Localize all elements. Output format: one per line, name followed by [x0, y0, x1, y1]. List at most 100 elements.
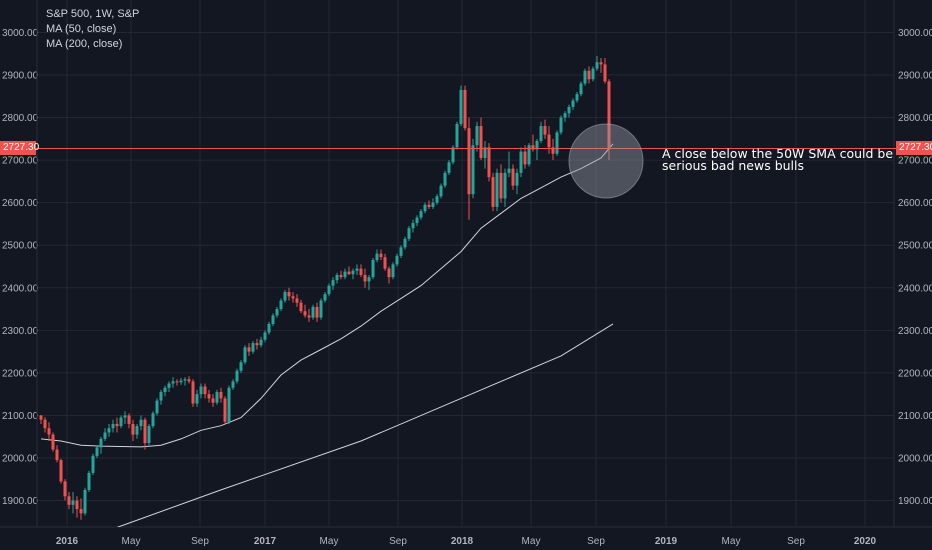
y-tick-label-left: 2600.00	[2, 198, 39, 209]
ma200-line	[116, 323, 614, 527]
y-tick-label-left: 3000.00	[2, 28, 39, 39]
candle-body	[227, 387, 231, 422]
y-tick-label-right: 2900.00	[898, 71, 932, 82]
candle-body	[603, 64, 607, 82]
candle-body	[95, 447, 99, 456]
candle	[431, 198, 435, 210]
candle	[311, 304, 315, 320]
candle-body	[303, 311, 307, 316]
candle	[183, 377, 187, 386]
candle	[455, 121, 459, 150]
candle	[399, 245, 403, 258]
candle-body	[59, 460, 63, 482]
candle	[127, 413, 131, 429]
candle	[187, 376, 191, 384]
candle-body	[255, 343, 259, 346]
candle	[479, 117, 483, 161]
y-tick-label-left: 2500.00	[2, 241, 39, 252]
candle-body	[319, 300, 323, 318]
candle-body	[371, 260, 375, 278]
candle-body	[187, 379, 191, 382]
candle-body	[591, 68, 595, 80]
candle	[499, 164, 503, 203]
candle-body	[387, 268, 391, 278]
candle-body	[147, 426, 151, 444]
candle-body	[235, 370, 239, 382]
candle	[447, 160, 451, 176]
candle-body	[99, 438, 103, 448]
candle-body	[495, 172, 499, 207]
candle	[511, 164, 515, 190]
candle	[51, 432, 55, 452]
candle-body	[307, 315, 311, 318]
y-tick-label-left: 2200.00	[2, 368, 39, 379]
candle	[283, 289, 287, 303]
candle-body	[39, 415, 43, 420]
candle	[251, 340, 255, 354]
candle	[519, 147, 523, 178]
candle	[495, 168, 499, 212]
candle-body	[383, 257, 387, 269]
candle	[139, 415, 143, 431]
candle	[167, 381, 171, 393]
y-tick-label-left: 2000.00	[2, 454, 39, 465]
candle	[463, 85, 467, 131]
candle-body	[139, 419, 143, 427]
chart-title: S&P 500, 1W, S&P	[46, 8, 140, 20]
candle	[123, 411, 127, 424]
candle-body	[455, 123, 459, 148]
candle	[279, 298, 283, 312]
candle-body	[347, 271, 351, 275]
candle	[343, 268, 347, 280]
candle	[131, 419, 135, 441]
candle-body	[119, 417, 123, 427]
candle	[291, 292, 295, 303]
candle-body	[535, 140, 539, 150]
candle	[231, 379, 235, 390]
candle-body	[403, 238, 407, 248]
candle	[535, 138, 539, 161]
candle-body	[199, 386, 203, 395]
candle	[271, 313, 275, 327]
x-tick-label: 2016	[56, 536, 79, 547]
candle-body	[223, 398, 227, 422]
candle-body	[379, 253, 383, 258]
candle	[587, 66, 591, 84]
candle	[483, 140, 487, 169]
candle	[155, 398, 159, 416]
candle	[103, 428, 107, 441]
candle	[87, 470, 91, 493]
candle	[467, 117, 471, 220]
candle	[295, 294, 299, 307]
candle-body	[523, 151, 527, 165]
candle	[227, 385, 231, 424]
candle	[459, 85, 463, 127]
candle-body	[83, 489, 87, 514]
candle-body	[575, 94, 579, 101]
candle-body	[259, 339, 263, 346]
y-tick-label-left: 2400.00	[2, 283, 39, 294]
y-tick-label-left: 2100.00	[2, 411, 39, 422]
candle-body	[443, 172, 447, 186]
candle-body	[515, 172, 519, 186]
candle-body	[203, 386, 207, 395]
candle	[491, 172, 495, 212]
candle	[435, 194, 439, 205]
candle	[199, 383, 203, 399]
candle	[207, 389, 211, 403]
candle	[551, 138, 555, 161]
candle	[523, 145, 527, 169]
candle	[163, 385, 167, 397]
candle-body	[315, 306, 319, 318]
legend-ma200: MA (200, close)	[46, 38, 123, 50]
candle-body	[191, 381, 195, 404]
candle	[443, 170, 447, 188]
candle-body	[543, 126, 547, 135]
candle-body	[211, 398, 215, 403]
candle	[403, 236, 407, 250]
y-tick-label-right: 2300.00	[898, 326, 932, 337]
candle	[379, 249, 383, 261]
candle-body	[359, 268, 363, 276]
